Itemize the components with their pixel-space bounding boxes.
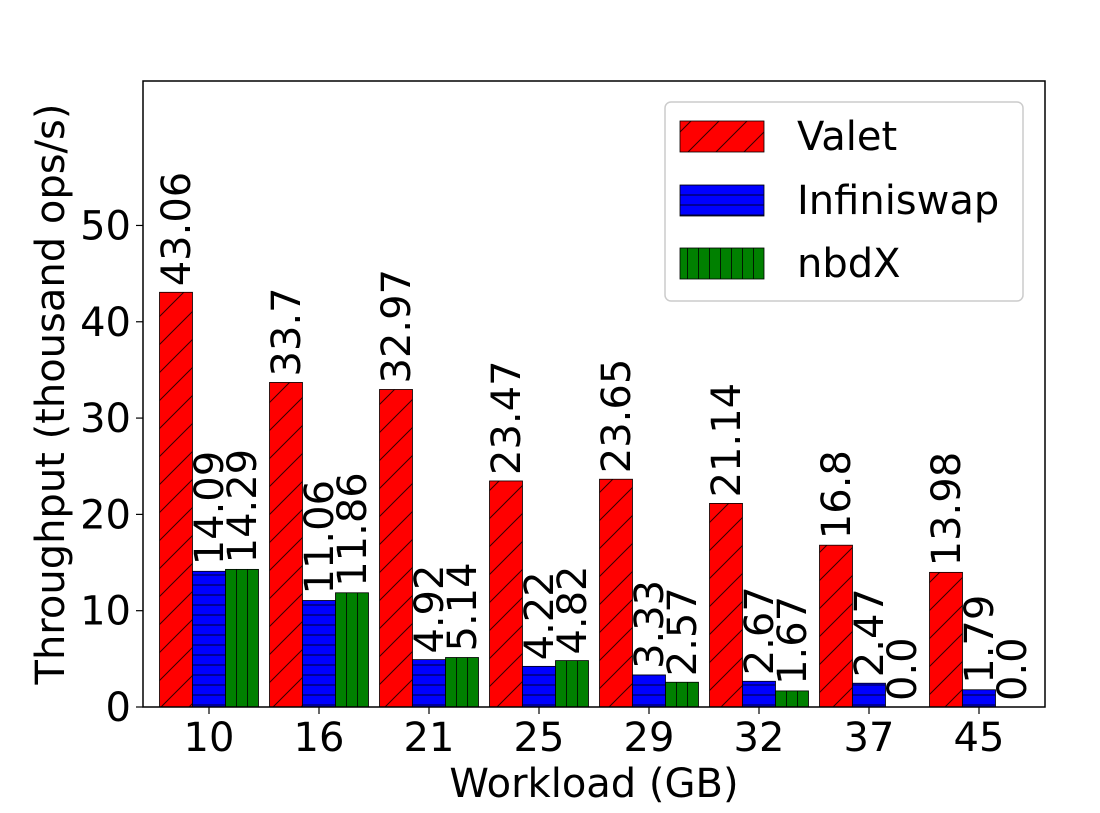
legend-swatch-infiniswap-hatch xyxy=(680,185,764,216)
bar-label-nbdx-10: 14.29 xyxy=(220,449,266,564)
x-tick-label-21: 21 xyxy=(404,715,455,761)
bar-hatch-nbdx-16 xyxy=(335,592,369,707)
bar-label-nbdx-29: 2.57 xyxy=(660,587,706,676)
bar-hatch-infiniswap-32 xyxy=(742,681,776,707)
bar-hatch-nbdx-32 xyxy=(775,690,809,707)
bar-label-valet-29: 23.65 xyxy=(594,359,640,474)
x-axis-title: Workload (GB) xyxy=(449,761,738,807)
bar-label-nbdx-45: 0.0 xyxy=(990,637,1036,701)
bar-hatch-valet-37 xyxy=(819,545,853,707)
bar-label-infiniswap-16: 11.06 xyxy=(297,480,343,595)
bar-label-nbdx-16: 11.86 xyxy=(330,472,376,587)
bar-hatch-infiniswap-45 xyxy=(962,689,996,707)
bar-hatch-infiniswap-25 xyxy=(522,666,556,707)
legend-label-valet: Valet xyxy=(797,114,897,160)
bar-hatch-infiniswap-10 xyxy=(192,571,226,707)
bar-label-nbdx-21: 5.14 xyxy=(440,562,486,651)
bars-group xyxy=(159,291,996,708)
y-tick-label-20: 20 xyxy=(80,492,131,538)
y-tick-label-30: 30 xyxy=(80,396,131,442)
bar-label-nbdx-25: 4.82 xyxy=(550,566,596,655)
y-tick-label-0: 0 xyxy=(106,685,131,731)
legend-label-infiniswap: Infiniswap xyxy=(797,178,999,224)
bar-label-valet-45: 13.98 xyxy=(924,452,970,567)
x-tick-label-37: 37 xyxy=(844,715,895,761)
bar-hatch-nbdx-10 xyxy=(225,569,259,707)
bar-hatch-infiniswap-16 xyxy=(302,600,336,707)
bar-label-valet-25: 23.47 xyxy=(484,360,530,475)
bar-hatch-valet-21 xyxy=(379,389,413,707)
y-tick-label-40: 40 xyxy=(80,300,131,346)
bar-hatch-valet-45 xyxy=(929,572,963,707)
bar-label-infiniswap-29: 3.33 xyxy=(627,580,673,669)
bar-label-infiniswap-10: 14.09 xyxy=(187,451,233,566)
bar-label-infiniswap-45: 1.79 xyxy=(957,595,1003,684)
bar-label-nbdx-32: 1.67 xyxy=(770,596,816,685)
bar-label-infiniswap-25: 4.22 xyxy=(517,571,563,660)
bar-hatch-valet-32 xyxy=(709,503,743,707)
bar-label-valet-32: 21.14 xyxy=(704,383,750,498)
bar-label-valet-16: 33.7 xyxy=(264,287,310,376)
bar-hatch-infiniswap-37 xyxy=(852,683,886,707)
bar-hatch-nbdx-25 xyxy=(555,660,589,707)
bar-hatch-valet-25 xyxy=(489,480,523,707)
y-axis-title: Throughput (thousand ops/s) xyxy=(28,104,74,686)
bar-label-valet-21: 32.97 xyxy=(374,269,420,384)
bar-label-valet-37: 16.8 xyxy=(814,450,860,539)
bar-hatch-valet-16 xyxy=(269,382,303,707)
bar-label-infiniswap-32: 2.67 xyxy=(737,586,783,675)
bar-hatch-nbdx-21 xyxy=(445,657,479,707)
bar-label-valet-10: 43.06 xyxy=(154,172,200,287)
bar-hatch-valet-10 xyxy=(159,292,193,707)
legend-label-nbdx: nbdX xyxy=(797,241,901,287)
x-tick-label-45: 45 xyxy=(954,715,1005,761)
y-axis: 0 10 20 30 40 50 xyxy=(80,203,143,731)
bar-hatch-valet-29 xyxy=(599,479,633,707)
legend-swatch-valet-hatch xyxy=(680,121,764,152)
bar-label-nbdx-37: 0.0 xyxy=(880,637,926,701)
x-tick-label-16: 16 xyxy=(294,715,345,761)
legend-swatch-nbdx-hatch xyxy=(680,248,764,279)
x-tick-label-10: 10 xyxy=(184,715,235,761)
bar-label-infiniswap-21: 4.92 xyxy=(407,565,453,654)
bar-hatch-infiniswap-29 xyxy=(632,674,666,707)
x-tick-label-32: 32 xyxy=(734,715,785,761)
bar-hatch-nbdx-29 xyxy=(665,682,699,707)
legend: Valet Infiniswap nbdX xyxy=(664,101,1024,302)
bar-hatch-infiniswap-21 xyxy=(412,659,446,707)
plot-area-frame xyxy=(142,80,1046,708)
x-axis: 10 16 21 25 29 32 37 45 xyxy=(184,707,1005,761)
x-tick-label-29: 29 xyxy=(624,715,675,761)
y-tick-label-10: 10 xyxy=(80,589,131,635)
y-tick-label-50: 50 xyxy=(80,203,131,249)
x-tick-label-25: 25 xyxy=(514,715,565,761)
bar-label-infiniswap-37: 2.47 xyxy=(847,588,893,677)
